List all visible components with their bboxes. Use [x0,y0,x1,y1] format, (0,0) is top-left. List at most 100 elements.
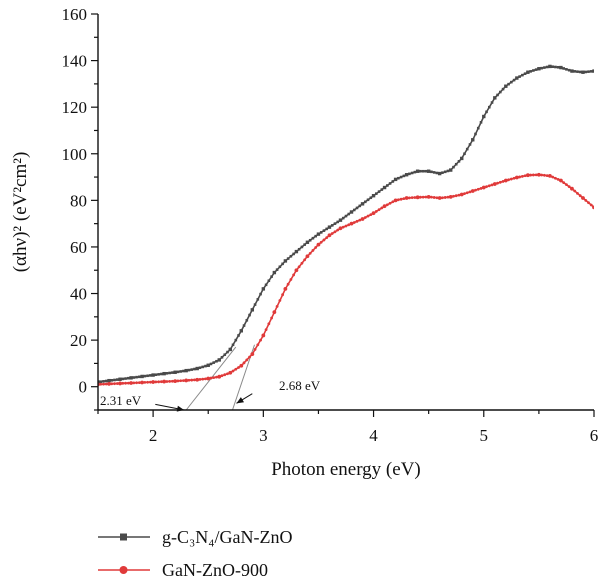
marker-dot [380,188,384,191]
marker-dot [427,195,431,199]
marker-dot [245,319,249,322]
marker-dot [193,378,196,382]
marker-dot [110,379,114,382]
marker-dot [441,171,444,174]
marker-dot [292,273,296,277]
marker-dot [361,202,364,206]
marker-dot [548,65,552,68]
marker-dot [424,169,428,173]
marker-dot [149,374,152,377]
marker-dot [308,251,312,255]
marker-dot [344,224,348,228]
marker-dot [479,187,483,190]
marker-dot [512,78,516,82]
marker-dot [204,377,207,381]
marker-dot [289,278,293,281]
marker-dot [176,370,180,374]
marker-dot [570,69,574,73]
marker-dot [501,87,505,91]
marker-dot [347,223,351,227]
marker-dot [504,84,508,88]
marker-dot [173,370,177,374]
marker-dot [124,381,127,385]
marker-dot [215,375,218,379]
marker-dot [113,382,116,386]
marker-dot [374,210,378,213]
marker-dot [303,258,307,262]
marker-dot [405,173,408,177]
marker-dot [325,236,329,240]
marker-dot [102,382,105,386]
marker-dot [589,70,593,73]
marker-dot [259,292,262,296]
marker-dot [328,233,331,237]
marker-dot [402,197,406,201]
marker-dot [267,322,271,326]
marker-dot [217,358,221,362]
marker-dot [322,229,326,232]
marker-dot [206,377,210,380]
marker-dot [157,380,161,384]
marker-dot [567,68,571,72]
marker-dot [228,348,232,351]
marker-dot [336,220,340,224]
marker-dot [193,367,196,371]
marker-dot [573,189,577,193]
marker-dot [587,70,590,73]
marker-dot [567,185,571,189]
marker-dot [237,334,240,337]
marker-dot [468,190,472,194]
marker-dot [198,378,202,381]
marker-dot [259,338,262,342]
marker-dot [168,371,171,375]
marker-dot [220,374,224,378]
marker-dot [187,378,191,382]
marker-dot [115,378,119,381]
annotation-label: 2.68 eV [279,378,321,393]
marker-dot [220,355,224,359]
marker-dot [223,353,227,356]
marker-dot [306,240,309,244]
marker-dot [507,178,510,182]
marker-dot [465,191,469,195]
marker-dot [545,65,549,69]
marker-dot [449,168,453,172]
marker-dot [195,378,199,382]
marker-dot [562,181,566,184]
marker-dot [281,262,284,266]
marker-dot [281,293,285,297]
marker-dot [482,115,486,118]
marker-dot [251,308,254,312]
marker-dot [430,170,433,174]
marker-dot [578,70,582,74]
marker-dot [413,170,417,174]
marker-dot [540,66,543,70]
marker-dot [151,373,155,377]
marker-dot [476,126,480,130]
marker-dot [333,222,337,225]
x-tick-label: 4 [369,426,378,445]
marker-dot [330,232,334,235]
marker-dot [405,196,409,200]
marker-dot [165,372,169,375]
marker-dot [303,243,306,246]
marker-dot [432,171,436,174]
marker-dot [520,174,524,178]
marker-dot [485,185,488,189]
x-tick-label: 6 [590,426,599,445]
marker-dot [253,348,257,351]
marker-dot [498,180,502,184]
marker-dot [504,179,508,182]
marker-dot [573,70,577,73]
marker-dot [319,231,323,234]
marker-dot [515,76,519,80]
marker-dot [242,361,246,365]
marker-dot [162,372,166,375]
marker-dot [132,381,136,385]
marker-dot [140,381,144,384]
marker-dot [380,206,384,210]
marker-dot [124,377,127,380]
y-axis-title: (αhν)² (eV²cm²) [10,152,31,273]
marker-dot [325,227,329,231]
marker-dot [570,187,574,191]
